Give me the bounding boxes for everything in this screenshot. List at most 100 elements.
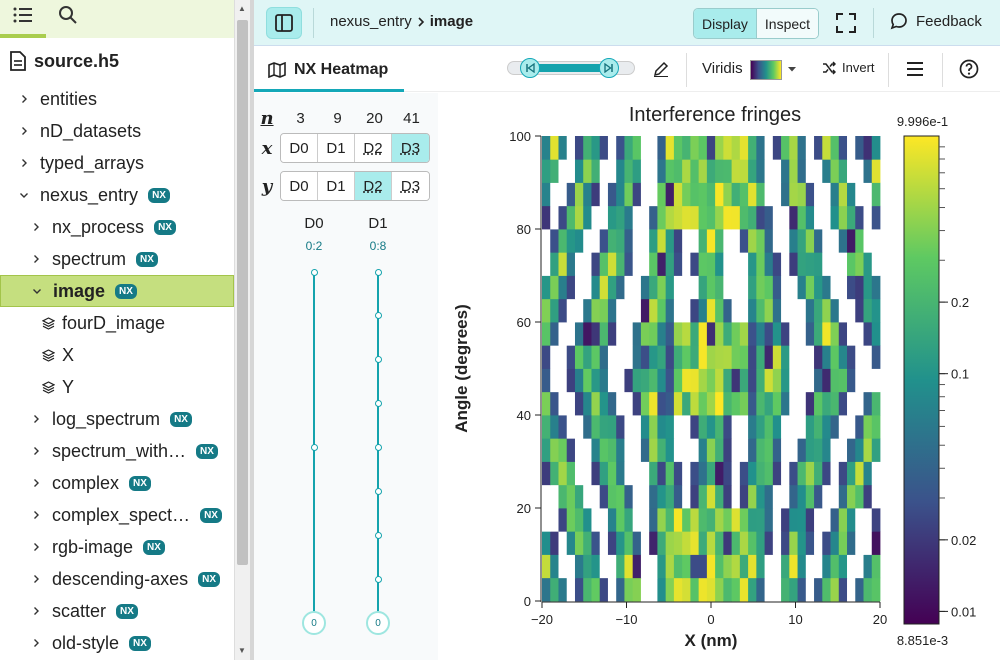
fullscreen-icon[interactable] xyxy=(835,12,857,34)
search-tab[interactable] xyxy=(56,4,80,26)
heatmap-cell xyxy=(566,461,576,486)
heatmap-cell xyxy=(847,298,856,323)
edit-domain-icon[interactable] xyxy=(652,60,670,78)
heatmap-cell xyxy=(847,531,856,555)
slider-thumb-d0[interactable]: 0 xyxy=(302,611,326,635)
heatmap-cell xyxy=(838,298,848,323)
chevron-right-icon xyxy=(26,254,46,264)
domain-max-handle[interactable] xyxy=(599,58,619,78)
heatmap-cell xyxy=(624,275,634,300)
toggle-sidebar-button[interactable] xyxy=(266,7,302,39)
tree-item-nd-datasets[interactable]: nD_datasets xyxy=(0,115,234,147)
x-tick-label: 10 xyxy=(788,612,802,627)
heatmap-cell xyxy=(583,136,592,160)
heatmap-cell xyxy=(723,252,733,276)
heatmap-chart[interactable]: Interference fringes −20 −10 0 10 20 0 20 40 60 80… xyxy=(438,93,1000,660)
heatmap-cell xyxy=(558,508,568,532)
sidebar-scrollbar[interactable]: ▲ ▼ xyxy=(234,0,250,660)
heatmap-cell xyxy=(657,577,667,602)
y-dim-button-d2[interactable]: D2 xyxy=(355,172,392,200)
heatmap-cell xyxy=(822,554,831,579)
scrollbar-thumb[interactable] xyxy=(237,20,248,565)
heatmap-cell xyxy=(558,345,568,369)
slider-thumb-d1[interactable]: 0 xyxy=(366,611,390,635)
tree-item-label: spectrum_with… xyxy=(52,440,187,461)
x-dim-button-d0[interactable]: D0 xyxy=(281,134,318,162)
x-dim-button-d1[interactable]: D1 xyxy=(318,134,355,162)
heatmap-cell xyxy=(723,205,733,230)
heatmap-cell xyxy=(616,345,625,369)
tree-item-fourd-image[interactable]: fourD_image xyxy=(0,307,234,339)
heatmap-cell xyxy=(690,205,700,230)
domain-slider[interactable] xyxy=(507,58,635,78)
tree-item-label: Y xyxy=(62,376,75,397)
chart-title: Interference fringes xyxy=(629,104,801,126)
heatmap-cell xyxy=(855,484,864,509)
tree-item-x[interactable]: X xyxy=(0,339,234,371)
heatmap-cell xyxy=(847,391,856,416)
heatmap-cell xyxy=(566,415,576,439)
tree-item-complex[interactable]: complex NX xyxy=(0,467,234,499)
colormap-selector[interactable] xyxy=(750,60,782,80)
tree-item-entities[interactable]: entities xyxy=(0,83,234,115)
heatmap-cell xyxy=(591,415,601,439)
nx-heatmap-tab[interactable]: NX Heatmap xyxy=(254,47,404,92)
heatmap-cell xyxy=(698,554,708,579)
nx-badge: NX xyxy=(170,411,192,427)
heatmap-cell xyxy=(591,229,601,253)
heatmap-cell xyxy=(558,275,568,300)
heatmap-cell xyxy=(830,554,840,579)
menu-icon[interactable] xyxy=(905,60,925,78)
inspect-button[interactable]: Inspect xyxy=(756,9,819,38)
heatmap-cell xyxy=(781,391,790,416)
heatmap-cell xyxy=(748,252,757,276)
heatmap-cell xyxy=(723,415,733,439)
browse-tab[interactable] xyxy=(11,4,35,26)
invert-toggle[interactable]: Invert xyxy=(822,60,875,75)
tree-item-nexus-entry[interactable]: nexus_entry NX xyxy=(0,179,234,211)
tree-item-complex-spect-[interactable]: complex_spect… NX xyxy=(0,499,234,531)
heatmap-cell xyxy=(822,461,831,486)
heatmap-cell xyxy=(871,438,881,462)
heatmap-cell xyxy=(797,438,807,462)
heatmap-cell xyxy=(781,415,790,439)
x-dim-button-d2[interactable]: D2 xyxy=(355,134,392,162)
y-dim-button-d1[interactable]: D1 xyxy=(318,172,355,200)
breadcrumb-parent[interactable]: nexus_entry xyxy=(330,13,412,30)
heatmap-cell xyxy=(558,182,568,207)
y-dim-button-d0[interactable]: D0 xyxy=(281,172,318,200)
x-tick-label: 0 xyxy=(707,612,714,627)
heatmap-cell xyxy=(772,136,782,160)
dims-n-label: n xyxy=(260,107,274,129)
heatmap-cell xyxy=(607,391,617,416)
tree-item-nx-process[interactable]: nx_process NX xyxy=(0,211,234,243)
y-dim-button-d3[interactable]: D3 xyxy=(392,172,429,200)
heatmap-cell xyxy=(838,368,848,393)
tree-item-spectrum-with-[interactable]: spectrum_with… NX xyxy=(0,435,234,467)
tree-item-scatter[interactable]: scatter NX xyxy=(0,595,234,627)
tree-item-image[interactable]: image NX xyxy=(0,275,234,307)
heatmap-cell xyxy=(756,345,765,369)
heatmap-cell xyxy=(550,508,559,532)
feedback-button[interactable]: Feedback xyxy=(890,12,982,30)
heatmap-cell xyxy=(682,531,691,555)
heatmap-cell xyxy=(805,205,815,230)
domain-min-handle[interactable] xyxy=(520,58,540,78)
tree-item-y[interactable]: Y xyxy=(0,371,234,403)
colormap-label: Viridis xyxy=(702,60,743,77)
tree-item-typed-arrays[interactable]: typed_arrays xyxy=(0,147,234,179)
help-icon[interactable] xyxy=(959,59,979,79)
file-root[interactable]: source.h5 xyxy=(10,48,119,74)
chevron-down-icon[interactable] xyxy=(787,65,797,73)
tree-item-spectrum[interactable]: spectrum NX xyxy=(0,243,234,275)
heatmap-cell xyxy=(558,229,568,253)
heatmap-cell xyxy=(764,229,774,253)
x-dim-button-d3[interactable]: D3 xyxy=(392,134,429,162)
tree-item-rgb-image[interactable]: rgb-image NX xyxy=(0,531,234,563)
tree-item-old-style[interactable]: old-style NX xyxy=(0,627,234,659)
tree-item-log-spectrum[interactable]: log_spectrum NX xyxy=(0,403,234,435)
heatmap-cell xyxy=(706,159,716,183)
panel-splitter[interactable] xyxy=(250,0,254,660)
display-button[interactable]: Display xyxy=(694,9,757,38)
tree-item-descending-axes[interactable]: descending-axes NX xyxy=(0,563,234,595)
